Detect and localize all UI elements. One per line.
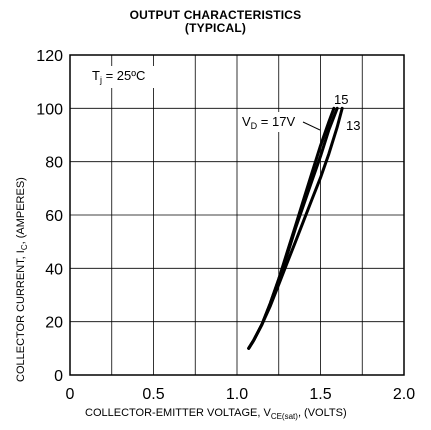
annotation-layer: Tj = 25ºC VD = 17V 15 13	[87, 66, 360, 133]
y-tick-label: 40	[45, 261, 63, 278]
x-tick-label: 1.0	[226, 386, 248, 403]
series-line-vd-13	[247, 106, 344, 350]
vd15-annotation: 15	[334, 92, 348, 107]
vd17-annotation-text: = 17V	[257, 114, 295, 129]
vd13-annotation: 13	[346, 118, 360, 133]
plot-frame	[69, 54, 405, 376]
y-tick-label: 20	[45, 315, 63, 332]
y-axis-label: COLLECTOR CURRENT, IC, (AMPERES)	[15, 177, 29, 382]
y-tick-label: 80	[45, 155, 63, 172]
y-tick-label: 120	[36, 48, 63, 65]
chart-title: OUTPUT CHARACTERISTICS	[129, 8, 302, 22]
vd17-leader-line	[302, 121, 321, 131]
x-axis-label: COLLECTOR-EMITTER VOLTAGE, VCE(sat), (VO…	[85, 407, 347, 421]
vd17-annotation: VD = 17V	[242, 114, 295, 131]
tj-annotation-text: = 25ºC	[102, 68, 145, 83]
y-axis-label-main: COLLECTOR CURRENT, I	[15, 250, 27, 382]
x-axis-label-main: COLLECTOR-EMITTER VOLTAGE, V	[85, 407, 271, 419]
y-axis-label-sub: C	[20, 244, 29, 250]
vd17-annotation-prefix: V	[242, 114, 251, 129]
chart-subtitle: (TYPICAL)	[184, 21, 247, 35]
y-axis-label-suffix: , (AMPERES)	[15, 177, 27, 244]
x-axis-label-sub: CE(sat)	[271, 412, 298, 421]
tj-label-bg	[87, 66, 157, 88]
tick-labels: 0 0.5 1.0 1.5 2.0 0 20 40 60 80 100 120	[36, 48, 415, 403]
x-tick-label: 1.5	[309, 386, 331, 403]
y-tick-label: 0	[54, 368, 63, 385]
y-tick-label: 100	[36, 101, 63, 118]
x-tick-label: 0.5	[142, 386, 164, 403]
vd17-label-bg	[238, 112, 302, 132]
series-curves	[247, 106, 344, 350]
tj-annotation: Tj = 25ºC	[92, 68, 145, 85]
tj-annotation-prefix: T	[92, 68, 100, 83]
series-line-vd-15	[247, 106, 339, 350]
x-tick-label: 2.0	[393, 386, 415, 403]
x-tick-label: 0	[66, 386, 75, 403]
vd17-annotation-sub: D	[251, 121, 258, 131]
grid-lines	[70, 55, 404, 375]
x-axis-label-suffix: , (VOLTS)	[298, 407, 347, 419]
tj-annotation-sub: j	[99, 75, 102, 85]
series-line-vd-17	[247, 106, 336, 350]
y-tick-label: 60	[45, 208, 63, 225]
